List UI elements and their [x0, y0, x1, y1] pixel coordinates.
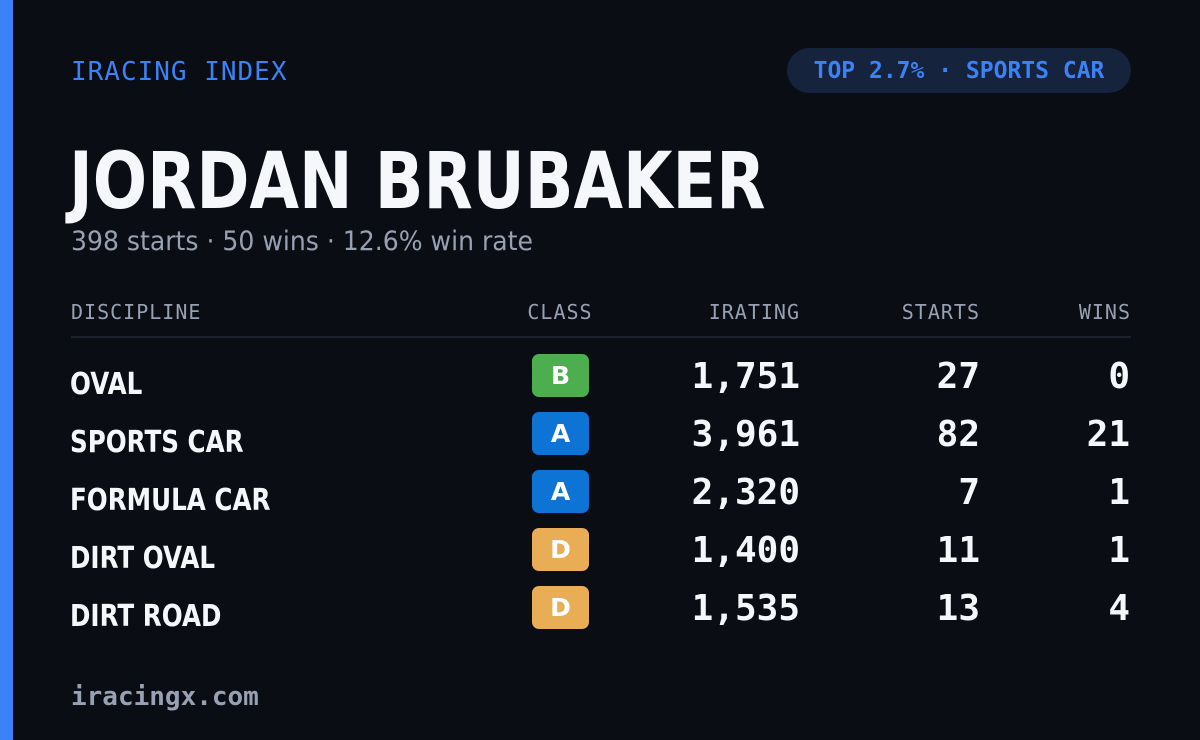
table-row: FORMULA CAR A 2,320 7 1 [0, 470, 1200, 534]
brand-title: IRACING INDEX [71, 57, 288, 87]
wins-value: 21 [1086, 414, 1130, 455]
irating-value: 3,961 [691, 414, 800, 455]
class-badge: A [532, 470, 589, 513]
discipline-name: FORMULA CAR [70, 483, 271, 518]
header-divider [71, 336, 1131, 338]
accent-bar [0, 0, 13, 740]
class-badge: B [532, 354, 589, 397]
irating-value: 1,400 [691, 530, 800, 571]
class-badge: A [532, 412, 589, 455]
wins-value: 0 [1108, 356, 1130, 397]
wins-value: 4 [1108, 588, 1130, 629]
discipline-name: DIRT ROAD [70, 599, 222, 634]
class-badge: D [532, 528, 589, 571]
driver-name: JORDAN BRUBAKER [69, 137, 766, 227]
irating-value: 2,320 [691, 472, 800, 513]
column-header-discipline: DISCIPLINE [71, 300, 202, 324]
starts-value: 11 [936, 530, 980, 571]
irating-value: 1,535 [691, 588, 800, 629]
discipline-name: SPORTS CAR [70, 425, 244, 460]
discipline-name: OVAL [70, 367, 143, 402]
table-row: OVAL B 1,751 27 0 [0, 354, 1200, 418]
table-row: SPORTS CAR A 3,961 82 21 [0, 412, 1200, 476]
irating-value: 1,751 [691, 356, 800, 397]
starts-value: 13 [936, 588, 980, 629]
wins-value: 1 [1108, 472, 1130, 513]
table-row: DIRT OVAL D 1,400 11 1 [0, 528, 1200, 592]
class-badge: D [532, 586, 589, 629]
driver-summary: 398 starts · 50 wins · 12.6% win rate [71, 226, 533, 257]
wins-value: 1 [1108, 530, 1130, 571]
column-header-class: CLASS [527, 300, 593, 324]
rank-badge: TOP 2.7% · SPORTS CAR [787, 48, 1131, 93]
column-header-irating: IRATING [708, 300, 800, 324]
column-header-wins: WINS [1078, 300, 1131, 324]
column-header-starts: STARTS [901, 300, 980, 324]
discipline-name: DIRT OVAL [70, 541, 216, 576]
footer-site-link[interactable]: iracingx.com [71, 682, 259, 712]
table-row: DIRT ROAD D 1,535 13 4 [0, 586, 1200, 650]
starts-value: 27 [936, 356, 980, 397]
starts-value: 7 [958, 472, 980, 513]
starts-value: 82 [936, 414, 980, 455]
